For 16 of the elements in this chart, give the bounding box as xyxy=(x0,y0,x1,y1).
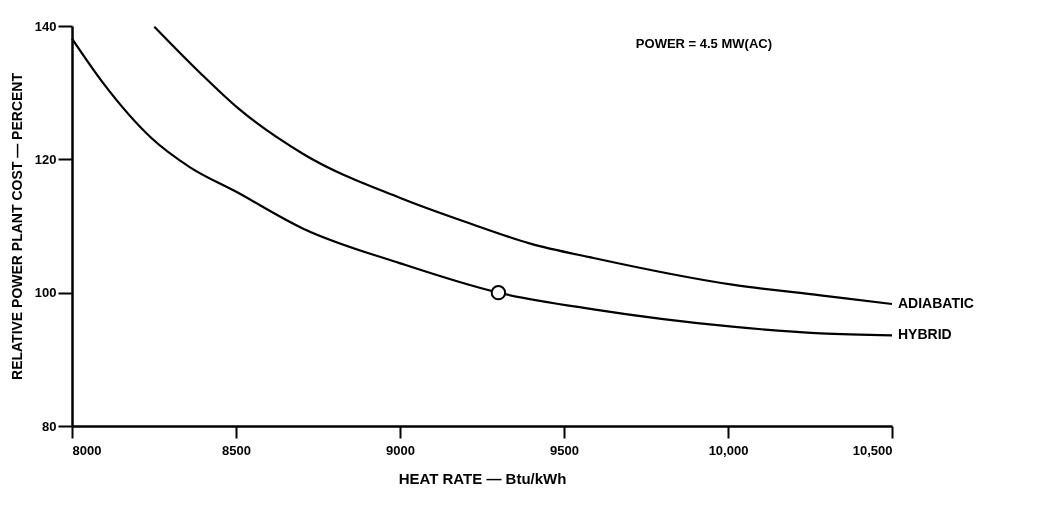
x-tick-label: 10,500 xyxy=(852,442,893,458)
annotation: POWER = 4.5 MW(AC) xyxy=(635,36,772,51)
y-tick-label: 140 xyxy=(34,18,57,34)
x-axis-title: HEAT RATE — Btu/kWh xyxy=(398,469,567,487)
y-tick-label: 80 xyxy=(42,418,57,434)
line-series xyxy=(153,25,894,306)
series-label: HYBRID xyxy=(898,326,952,343)
x-tick-label: 8000 xyxy=(72,442,102,458)
x-tick-label: 10,000 xyxy=(708,442,749,458)
y-tick-label: 120 xyxy=(34,151,57,167)
x-tick-label: 9000 xyxy=(386,442,415,458)
x-tick-label: 9500 xyxy=(550,442,579,458)
x-tick-label: 8500 xyxy=(222,442,251,458)
y-axis-title: RELATIVE POWER PLANT COST — PERCENT xyxy=(8,72,25,380)
y-tick-label: 100 xyxy=(34,285,57,301)
series-label: ADIABATIC xyxy=(898,295,974,311)
